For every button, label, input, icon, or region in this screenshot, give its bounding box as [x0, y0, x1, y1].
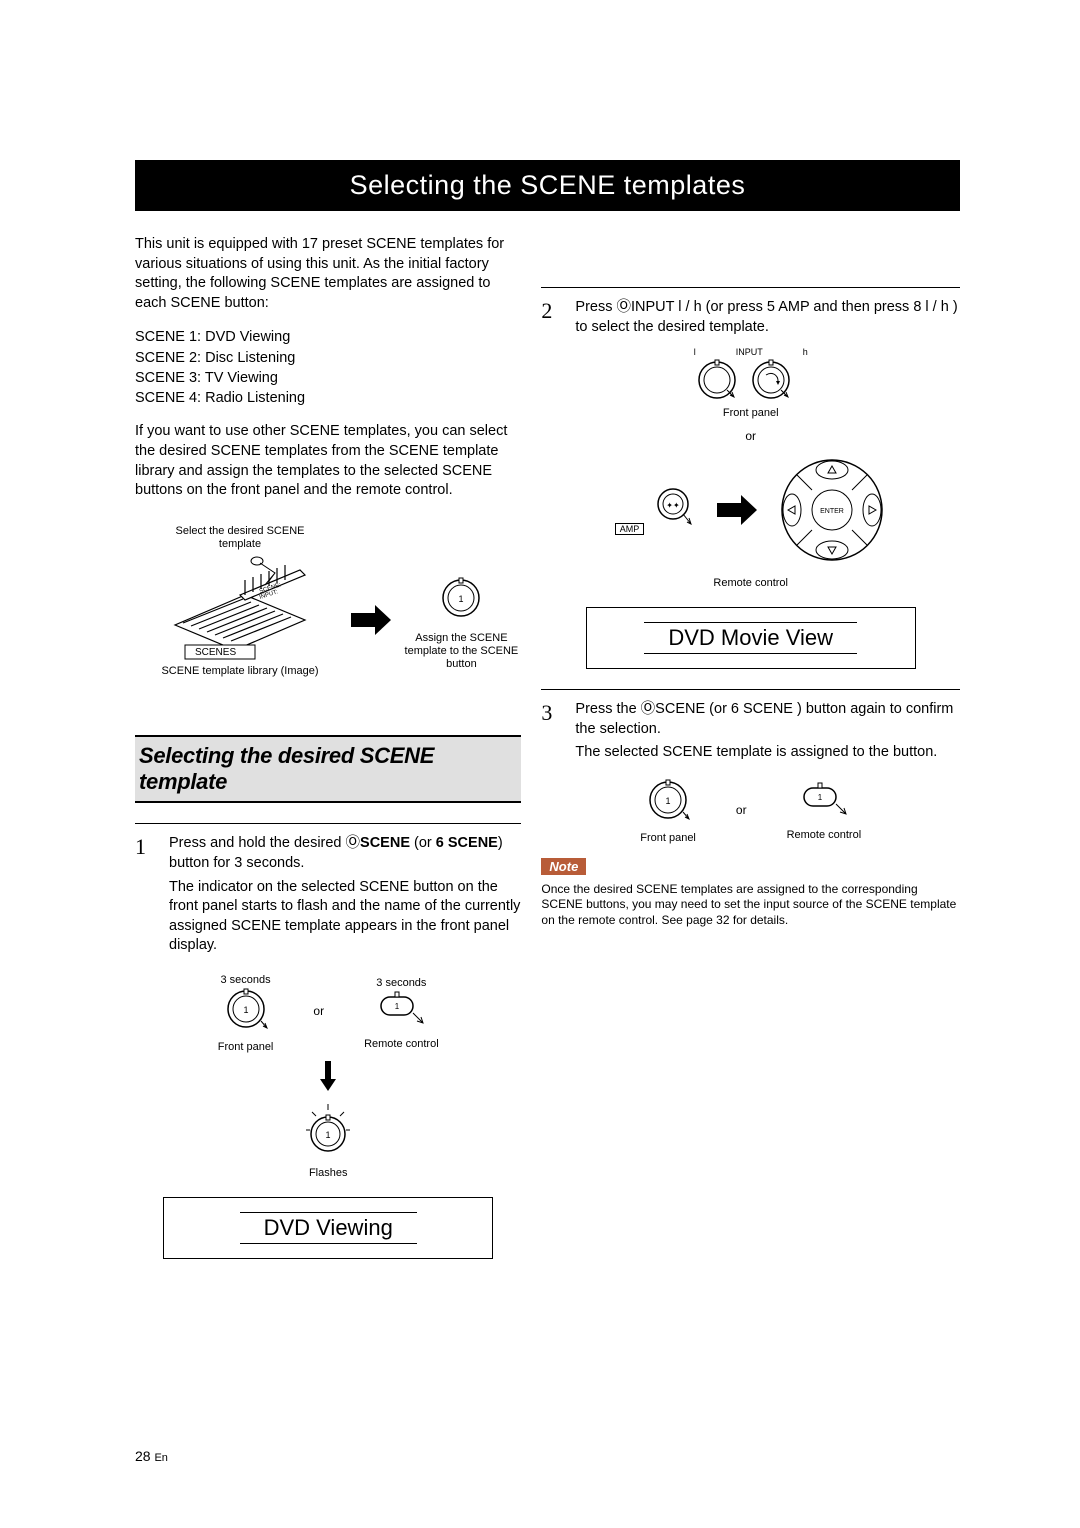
input-knob-diagram: l INPUT h — [541, 347, 960, 419]
divider — [541, 287, 960, 288]
library-caption: SCENE template library (Image) — [155, 665, 325, 678]
front-panel-label: Front panel — [640, 832, 696, 844]
assign-label: Assign the SCENE template to the SCENE b… — [401, 632, 521, 672]
amp-button-icon: ✦✦ — [649, 484, 697, 532]
scene-knob-flash-icon: 1 — [300, 1102, 356, 1158]
step-number: 3 — [541, 700, 559, 763]
scene-list-item: SCENE 4: Radio Listening — [135, 388, 521, 408]
arrow-down-icon — [320, 1061, 336, 1091]
divider — [135, 823, 521, 824]
or-label: or — [736, 803, 747, 817]
or-label: or — [313, 1004, 324, 1018]
step-number: 1 — [135, 834, 153, 955]
input-knob-left-icon — [694, 357, 740, 403]
step-number: 2 — [541, 298, 559, 337]
svg-text:1: 1 — [818, 793, 823, 802]
intro-paragraph-2: If you want to use other SCENE templates… — [135, 422, 521, 500]
remote-scene-button-icon: 1 — [798, 780, 850, 820]
note-tag: Note — [541, 858, 586, 875]
library-diagram: Select the desired SCENE template — [135, 515, 521, 715]
remote-control-label: Remote control — [541, 577, 960, 589]
front-panel-label: Front panel — [218, 1041, 274, 1053]
page-number: 28 En — [135, 1448, 168, 1464]
scene-knob-icon: 1 — [438, 575, 484, 621]
three-seconds-label: 3 seconds — [218, 974, 274, 986]
dpad-icon: ENTER — [777, 455, 887, 565]
intro-paragraph: This unit is equipped with 17 preset SCE… — [135, 235, 521, 313]
arrow-right-icon — [717, 495, 757, 525]
front-panel-display: DVD Movie View — [586, 607, 916, 669]
display-text: DVD Movie View — [644, 622, 857, 654]
step3-text: Press the ⓄSCENE (or 6 SCENE ) button ag… — [575, 700, 960, 739]
display-text: DVD Viewing — [240, 1212, 417, 1244]
remote-dpad-diagram: AMP ✦✦ ENTER — [541, 455, 960, 565]
step-1: 1 Press and hold the desired ⓄSCENE (or … — [135, 834, 521, 955]
remote-scene-button-icon: 1 — [375, 989, 427, 1029]
scene-knob-icon: 1 — [645, 777, 691, 823]
input-knob-right-icon — [748, 357, 794, 403]
svg-text:SCENES: SCENES — [195, 647, 236, 658]
step3-controls: 1 Front panel or 1 Remote control — [541, 777, 960, 844]
remote-control-label: Remote control — [787, 829, 862, 841]
scene-list-item: SCENE 1: DVD Viewing — [135, 327, 521, 347]
divider — [541, 689, 960, 690]
subheading-selecting: Selecting the desired SCENE template — [135, 735, 521, 804]
svg-text:1: 1 — [459, 594, 464, 604]
flashes-label: Flashes — [135, 1167, 521, 1179]
select-template-label: Select the desired SCENE template — [155, 525, 325, 551]
step-3: 3 Press the ⓄSCENE (or 6 SCENE ) button … — [541, 700, 960, 763]
scene-knob-icon: 1 — [223, 986, 269, 1032]
library-icon: SCENE: INPUT: SCENES — [165, 555, 315, 665]
svg-text:ENTER: ENTER — [820, 508, 844, 515]
svg-text:✦✦: ✦✦ — [666, 501, 680, 510]
remote-control-label: Remote control — [364, 1038, 439, 1050]
svg-text:1: 1 — [395, 1002, 400, 1011]
svg-text:1: 1 — [666, 796, 671, 806]
arrow-right-icon — [351, 605, 391, 635]
step-2: 2 Press ⓄINPUT l / h (or press 5 AMP and… — [541, 298, 960, 337]
scene-list-item: SCENE 3: TV Viewing — [135, 368, 521, 388]
or-label: or — [541, 429, 960, 443]
scene-list-item: SCENE 2: Disc Listening — [135, 348, 521, 368]
scene-factory-list: SCENE 1: DVD Viewing SCENE 2: Disc Liste… — [135, 327, 521, 408]
svg-text:1: 1 — [243, 1005, 248, 1015]
step2-text: Press ⓄINPUT l / h (or press 5 AMP and t… — [575, 298, 960, 337]
front-panel-label: Front panel — [541, 407, 960, 419]
page-title: Selecting the SCENE templates — [135, 160, 960, 211]
amp-label: AMP — [615, 523, 645, 535]
note-body: Once the desired SCENE templates are ass… — [541, 882, 960, 929]
step1-text: Press and hold the desired ⓄSCENE (or 6 … — [169, 835, 503, 871]
svg-text:1: 1 — [326, 1130, 331, 1140]
step1-followup: The indicator on the selected SCENE butt… — [169, 878, 521, 956]
front-panel-display: DVD Viewing — [163, 1197, 493, 1259]
step1-controls: 3 seconds 1 Front panel or 3 seconds — [135, 970, 521, 1053]
step3-followup: The selected SCENE template is assigned … — [575, 743, 960, 763]
three-seconds-label: 3 seconds — [364, 977, 439, 989]
